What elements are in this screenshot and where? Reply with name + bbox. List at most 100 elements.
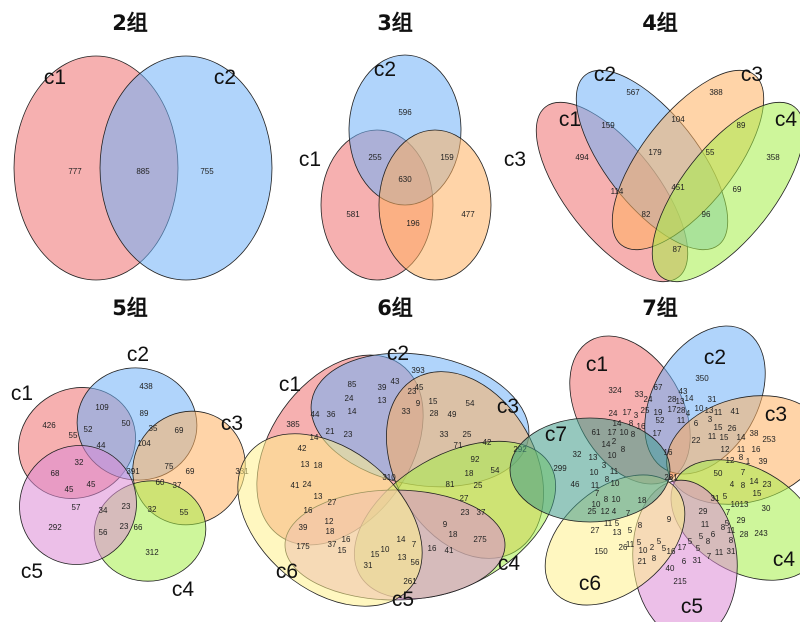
region-count: 10: [731, 500, 740, 509]
region-count: 17: [608, 428, 617, 437]
region-count: 28: [740, 530, 749, 539]
region-count: 8: [604, 495, 609, 504]
region-count: 8: [631, 430, 636, 439]
region-count: 6: [682, 557, 687, 566]
set-shapes: [237, 352, 557, 607]
region-count: 32: [75, 458, 84, 467]
region-count: 31: [693, 556, 702, 565]
region-count: 89: [737, 121, 746, 130]
region-count: 24: [609, 409, 618, 418]
set-shapes: [18, 367, 246, 582]
region-count: 41: [445, 546, 454, 555]
region-count: 16: [752, 445, 761, 454]
region-count: 43: [679, 387, 688, 396]
region-count: 12: [726, 456, 735, 465]
region-count: 23: [763, 480, 772, 489]
region-count: 29: [737, 516, 746, 525]
region-count: 14: [737, 433, 746, 442]
region-count: 159: [440, 153, 454, 162]
region-count: 40: [666, 564, 675, 573]
region-count: 7: [726, 508, 731, 517]
set-label-c1: c1: [559, 108, 581, 131]
set-shape-c7: [509, 417, 671, 523]
region-count: 243: [754, 529, 768, 538]
region-count: 11: [715, 548, 724, 557]
region-count: 37: [328, 540, 337, 549]
region-count: 49: [448, 410, 457, 419]
region-count: 5: [662, 544, 667, 553]
region-count: 42: [298, 444, 307, 453]
region-count: 89: [140, 409, 149, 418]
region-count: 13: [378, 396, 387, 405]
set-label-c2: c2: [594, 63, 616, 86]
region-count: 69: [733, 185, 742, 194]
set-shape-c6: [237, 433, 423, 607]
set-label-c1: c1: [586, 353, 608, 376]
region-count: 292: [48, 523, 62, 532]
region-count: 60: [156, 478, 165, 487]
panel-title: 5组: [112, 296, 148, 320]
region-count: 11: [708, 432, 717, 441]
region-count: 52: [84, 425, 93, 434]
region-count: 275: [473, 535, 487, 544]
region-count: 37: [477, 508, 486, 517]
region-count: 30: [762, 504, 771, 513]
region-count: 18: [449, 530, 458, 539]
region-count: 45: [65, 485, 74, 494]
panel-title: 4组: [642, 11, 678, 35]
region-count: 17: [678, 543, 687, 552]
region-count: 21: [638, 557, 647, 566]
region-count: 33: [402, 407, 411, 416]
region-count: 82: [642, 210, 651, 219]
region-count: 17: [668, 405, 677, 414]
region-count: 69: [186, 467, 195, 476]
region-count: 31: [711, 494, 720, 503]
region-count: 9: [667, 515, 672, 524]
region-count: 15: [371, 550, 380, 559]
region-count: 7: [707, 552, 712, 561]
set-label-c1: c1: [299, 148, 321, 171]
region-count: 299: [553, 464, 567, 473]
region-count: 4: [730, 480, 735, 489]
region-count: 5: [725, 519, 730, 528]
panel-title: 2组: [112, 11, 148, 35]
region-count: 11: [591, 481, 600, 490]
region-count: 10: [639, 546, 648, 555]
set-label-c5: c5: [21, 560, 43, 583]
region-count: 25: [588, 507, 597, 516]
region-count: 13: [398, 553, 407, 562]
region-count: 11: [604, 519, 613, 528]
region-count: 12: [325, 517, 334, 526]
region-count: 150: [594, 547, 608, 556]
region-count: 39: [378, 383, 387, 392]
region-count: 1: [746, 457, 751, 466]
region-count: 253: [762, 435, 776, 444]
region-count: 23: [120, 522, 129, 531]
region-count: 29: [699, 507, 708, 516]
region-count: 54: [466, 399, 475, 408]
region-count: 28: [430, 409, 439, 418]
region-count: 55: [69, 431, 78, 440]
region-count: 39: [299, 523, 308, 532]
region-count: 28: [668, 395, 677, 404]
region-count: 41: [291, 481, 300, 490]
venn-panel-4-sets: 4组 c1 c2 c3 c4 567 388 159 104 89 494 179 55 358 114 45…: [535, 11, 800, 283]
region-count: 15: [753, 489, 762, 498]
region-count: 13: [676, 397, 685, 406]
region-count: 175: [296, 542, 310, 551]
region-count: 14: [602, 440, 611, 449]
region-count: 10: [590, 468, 599, 477]
region-count: 5: [628, 526, 633, 535]
region-count: 24: [345, 394, 354, 403]
region-count: 596: [398, 108, 412, 117]
region-count: 215: [673, 577, 687, 586]
region-count: 3: [634, 411, 639, 420]
region-count: 5: [688, 537, 693, 546]
region-count: 23: [461, 508, 470, 517]
set-label-c5: c5: [681, 595, 703, 618]
region-count: 15: [429, 397, 438, 406]
region-count: 8: [729, 536, 734, 545]
region-count: 24: [303, 480, 312, 489]
region-count: 358: [766, 153, 780, 162]
